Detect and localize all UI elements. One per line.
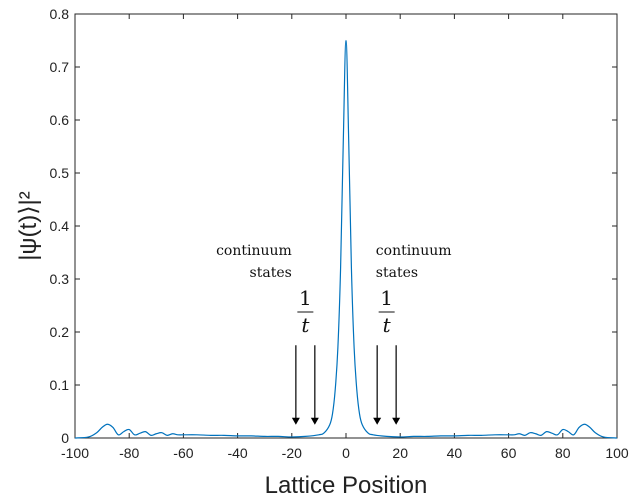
x-tick-label: -100	[61, 445, 89, 461]
y-tick-label: 0.4	[50, 218, 70, 234]
annotation-text: continuum	[376, 243, 452, 259]
y-axis: 0 0.1 0.2 0.3 0.4 0.5 0.6 0.7 0.8	[50, 6, 617, 446]
series-line-0	[74, 39, 618, 439]
x-tick-label: -40	[227, 445, 247, 461]
y-tick-label: 0.7	[50, 59, 70, 75]
arrow-head	[291, 417, 300, 425]
y-tick-label: 0.6	[50, 112, 70, 128]
annotation-group: continuum states continuum states 1 t 1 t	[216, 243, 451, 337]
annotation-text: states	[250, 265, 292, 281]
y-tick-label: 0.2	[50, 324, 70, 340]
x-tick-label: 100	[605, 445, 629, 461]
y-tick-label: 0.5	[50, 165, 70, 181]
x-tick-label: 0	[342, 445, 350, 461]
x-tick-label: 40	[447, 445, 463, 461]
x-tick-label: 80	[555, 445, 571, 461]
y-tick-label: 0.3	[50, 271, 70, 287]
y-tick-label: 0	[61, 430, 69, 446]
y-axis-label: |ψ(t)⟩|²	[15, 191, 42, 261]
plot-area	[74, 13, 618, 439]
x-axis: -100 -80 -60 -40 -20 0 20 40 60 80 100	[61, 14, 629, 461]
arrow-group	[291, 345, 401, 425]
fraction-numerator: 1	[380, 286, 393, 310]
x-axis-label: Lattice Position	[265, 472, 428, 499]
fraction-denominator: t	[383, 313, 392, 337]
annotation-text: states	[376, 265, 418, 281]
y-tick-label: 0.8	[50, 6, 70, 22]
arrow-head	[310, 417, 319, 425]
x-tick-label: -20	[282, 445, 302, 461]
x-tick-label: 60	[501, 445, 517, 461]
x-tick-label: -60	[173, 445, 193, 461]
annotation-text: continuum	[216, 243, 292, 259]
x-tick-label: 20	[392, 445, 408, 461]
arrow-head	[373, 417, 382, 425]
y-tick-label: 0.1	[50, 377, 70, 393]
fraction-numerator: 1	[299, 286, 312, 310]
arrow-head	[392, 417, 401, 425]
fraction-denominator: t	[301, 313, 310, 337]
x-tick-label: -80	[119, 445, 139, 461]
